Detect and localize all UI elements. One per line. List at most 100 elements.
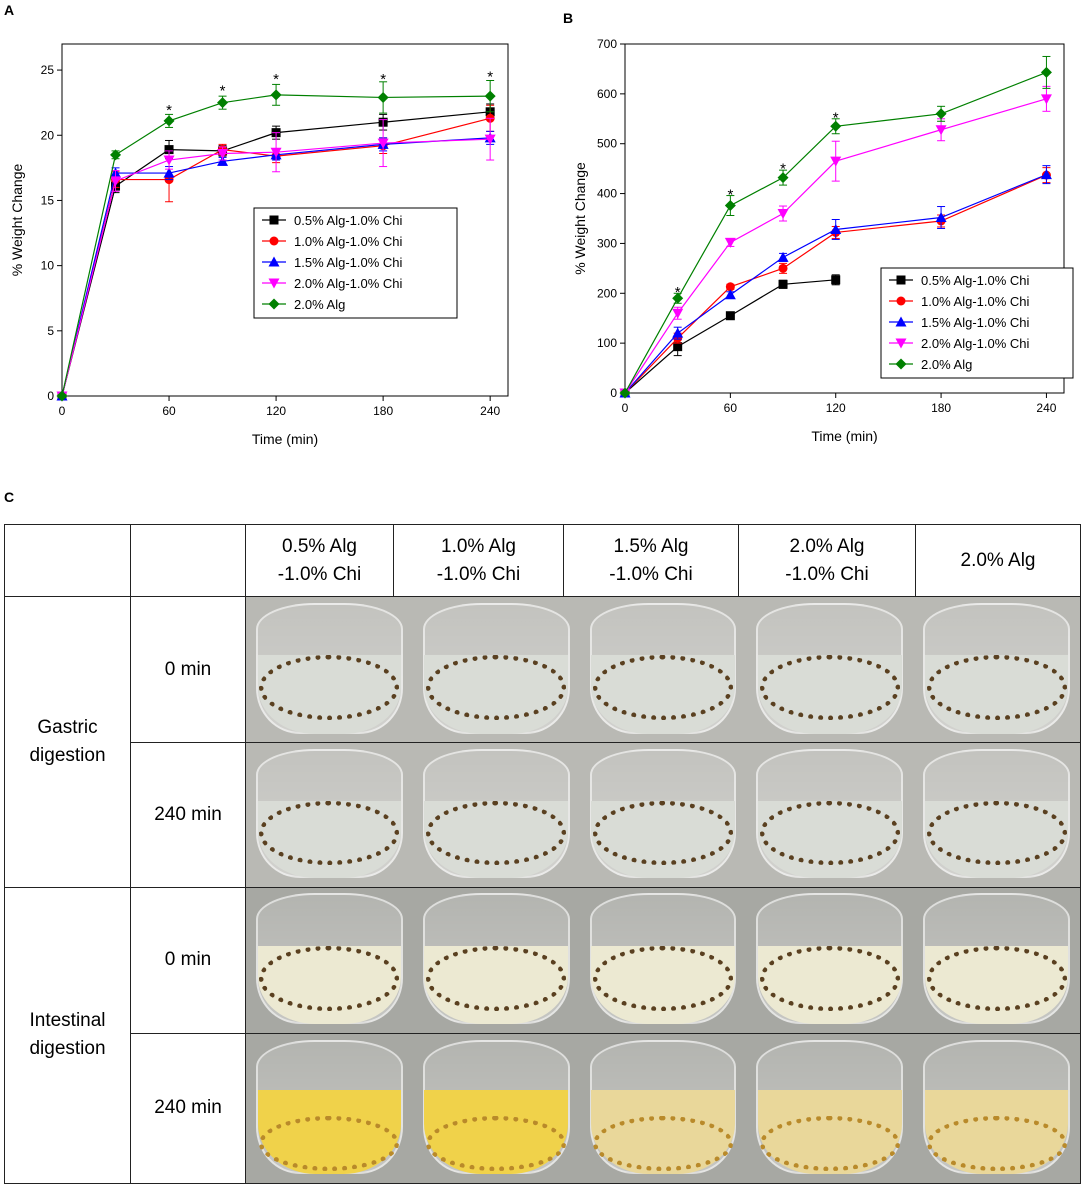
flask-image bbox=[413, 597, 580, 742]
plot-frame bbox=[624, 43, 1065, 394]
column-header-line: 2.0% Alg bbox=[960, 549, 1036, 571]
y-tick-label: 100 bbox=[597, 336, 617, 350]
column-header: 1.5% Alg -1.0% Chi bbox=[563, 523, 739, 598]
bead-ring bbox=[426, 945, 567, 1011]
data-point bbox=[724, 289, 736, 300]
data-point bbox=[724, 237, 736, 248]
data-point bbox=[619, 387, 631, 399]
data-point bbox=[935, 108, 947, 120]
significance-marker: * bbox=[675, 284, 681, 301]
group-label-line: Gastric bbox=[37, 716, 98, 738]
panel-label-b: B bbox=[563, 10, 574, 26]
photo-gastric-0min bbox=[245, 596, 1081, 744]
data-point bbox=[377, 138, 389, 149]
x-tick-label: 0 bbox=[59, 404, 66, 418]
data-point bbox=[217, 97, 229, 109]
flask-image bbox=[746, 888, 913, 1033]
bead-ring bbox=[592, 945, 734, 1011]
bead-ring bbox=[759, 945, 900, 1011]
time-label: 240 min bbox=[130, 1032, 246, 1184]
legend-marker bbox=[268, 298, 280, 310]
flask-image bbox=[246, 1034, 413, 1183]
data-point bbox=[270, 147, 282, 158]
significance-marker: * bbox=[487, 68, 493, 85]
bead-ring bbox=[426, 800, 567, 866]
data-point bbox=[830, 120, 842, 132]
legend-marker bbox=[268, 278, 280, 289]
series-group bbox=[619, 55, 1052, 399]
flask-image bbox=[413, 1034, 580, 1183]
data-point bbox=[777, 172, 789, 184]
legend-marker bbox=[268, 256, 280, 267]
empty-corner-cell bbox=[4, 523, 131, 598]
plot-frame bbox=[61, 43, 509, 397]
panel-label-a: A bbox=[4, 2, 15, 18]
data-point bbox=[484, 90, 496, 102]
data-point bbox=[673, 342, 683, 352]
y-tick-label: 200 bbox=[597, 286, 617, 300]
y-tick-label: 500 bbox=[597, 137, 617, 151]
x-tick-label: 240 bbox=[1036, 401, 1056, 415]
bead-ring bbox=[259, 1115, 400, 1171]
flask-image bbox=[246, 888, 413, 1033]
time-label: 240 min bbox=[130, 742, 246, 888]
table-row: 240 min bbox=[5, 742, 1081, 888]
time-label: 0 min bbox=[130, 596, 246, 744]
data-point bbox=[777, 251, 789, 262]
y-tick-label: 0 bbox=[610, 386, 617, 400]
legend-label: 2.0% Alg-1.0% Chi bbox=[294, 276, 403, 291]
flask-image bbox=[746, 1034, 913, 1183]
bead-ring bbox=[592, 1115, 734, 1171]
column-header: 2.0% Alg bbox=[915, 523, 1081, 598]
column-header-line: -1.0% Chi bbox=[277, 563, 362, 585]
x-axis-label: Time (min) bbox=[252, 431, 318, 447]
group-label-line: digestion bbox=[29, 744, 106, 766]
y-tick-label: 10 bbox=[41, 259, 55, 273]
column-header: 2.0% Alg -1.0% Chi bbox=[738, 523, 916, 598]
flask-photo-strip bbox=[246, 597, 1080, 743]
legend-label: 1.0% Alg-1.0% Chi bbox=[294, 234, 403, 249]
legend-marker bbox=[895, 358, 907, 370]
legend-label: 0.5% Alg-1.0% Chi bbox=[294, 213, 403, 228]
data-point bbox=[163, 115, 175, 127]
data-point bbox=[724, 200, 736, 212]
x-tick-label: 120 bbox=[826, 401, 846, 415]
column-header-line: -1.0% Chi bbox=[609, 563, 693, 585]
data-point bbox=[831, 275, 841, 285]
bead-ring bbox=[926, 1115, 1067, 1171]
series-group bbox=[56, 80, 496, 402]
flask-photo-strip bbox=[246, 743, 1080, 887]
y-tick-label: 600 bbox=[597, 87, 617, 101]
legend-label: 2.0% Alg-1.0% Chi bbox=[921, 336, 1030, 351]
y-axis-label: % Weight Change bbox=[572, 162, 588, 275]
legend-box bbox=[253, 207, 458, 319]
bead-ring bbox=[926, 945, 1067, 1011]
y-tick-label: 700 bbox=[597, 37, 617, 51]
digestion-photo-table: 0.5% Alg -1.0% Chi 1.0% Alg -1.0% Chi 1.5%… bbox=[4, 523, 1081, 1184]
data-point bbox=[672, 327, 684, 338]
flask-image bbox=[580, 1034, 747, 1183]
data-point bbox=[830, 156, 842, 167]
flask-image bbox=[746, 743, 913, 886]
y-tick-label: 0 bbox=[47, 389, 54, 403]
significance-marker: * bbox=[220, 83, 226, 100]
significance-marker: * bbox=[727, 187, 733, 204]
table-header-row: 0.5% Alg -1.0% Chi 1.0% Alg -1.0% Chi 1.5%… bbox=[4, 523, 1081, 598]
flask-image bbox=[413, 888, 580, 1033]
flask-photo-strip bbox=[246, 1033, 1080, 1183]
data-point bbox=[217, 149, 229, 160]
data-point bbox=[377, 91, 389, 103]
bead-ring bbox=[759, 655, 900, 721]
legend-label: 0.5% Alg-1.0% Chi bbox=[921, 273, 1030, 288]
legend-label: 1.0% Alg-1.0% Chi bbox=[921, 294, 1030, 309]
y-tick-label: 5 bbox=[47, 324, 54, 338]
legend-label: 2.0% Alg bbox=[921, 357, 972, 372]
flask-image bbox=[413, 743, 580, 886]
data-point bbox=[110, 149, 122, 161]
data-point bbox=[1040, 66, 1052, 78]
data-point bbox=[777, 209, 789, 220]
significance-marker: * bbox=[273, 71, 279, 88]
group-label-line: digestion bbox=[29, 1038, 106, 1060]
bead-ring bbox=[592, 655, 734, 721]
data-point bbox=[830, 223, 842, 234]
